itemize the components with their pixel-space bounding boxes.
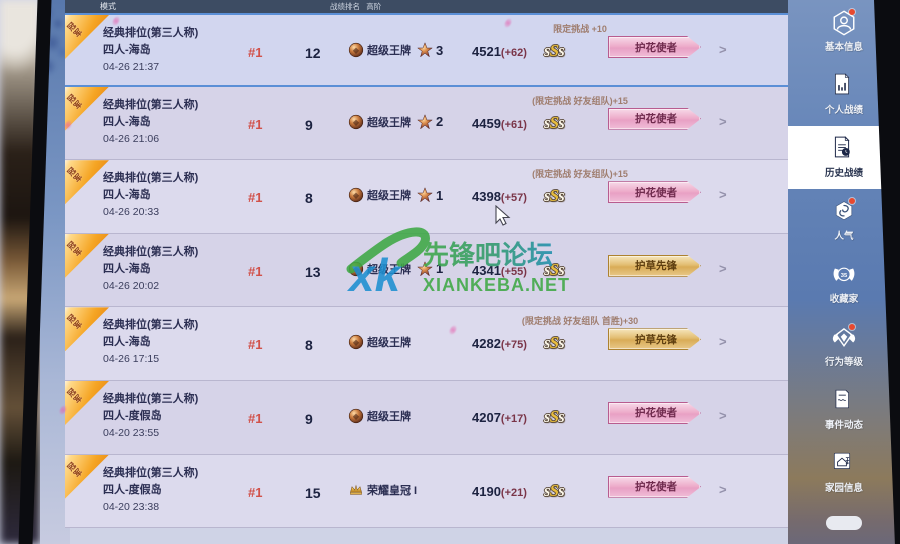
svg-text:先锋吧论坛: 先锋吧论坛 [423,240,553,270]
svg-text:35: 35 [841,273,848,279]
svg-text:xk: xk [346,249,403,298]
svg-text:XIANKEBA.NET: XIANKEBA.NET [423,275,570,295]
